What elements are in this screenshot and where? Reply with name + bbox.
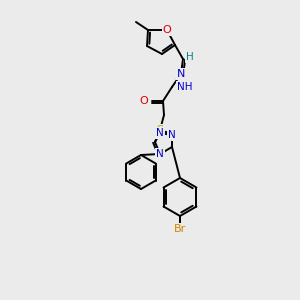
Text: S: S bbox=[156, 125, 164, 135]
Text: N: N bbox=[168, 130, 176, 140]
Text: N: N bbox=[177, 69, 185, 79]
Text: O: O bbox=[163, 25, 171, 35]
Text: N: N bbox=[156, 149, 164, 159]
Text: NH: NH bbox=[177, 82, 193, 92]
Text: H: H bbox=[186, 52, 194, 62]
Text: N: N bbox=[156, 128, 164, 138]
Text: O: O bbox=[139, 96, 148, 106]
Text: Br: Br bbox=[174, 224, 186, 234]
